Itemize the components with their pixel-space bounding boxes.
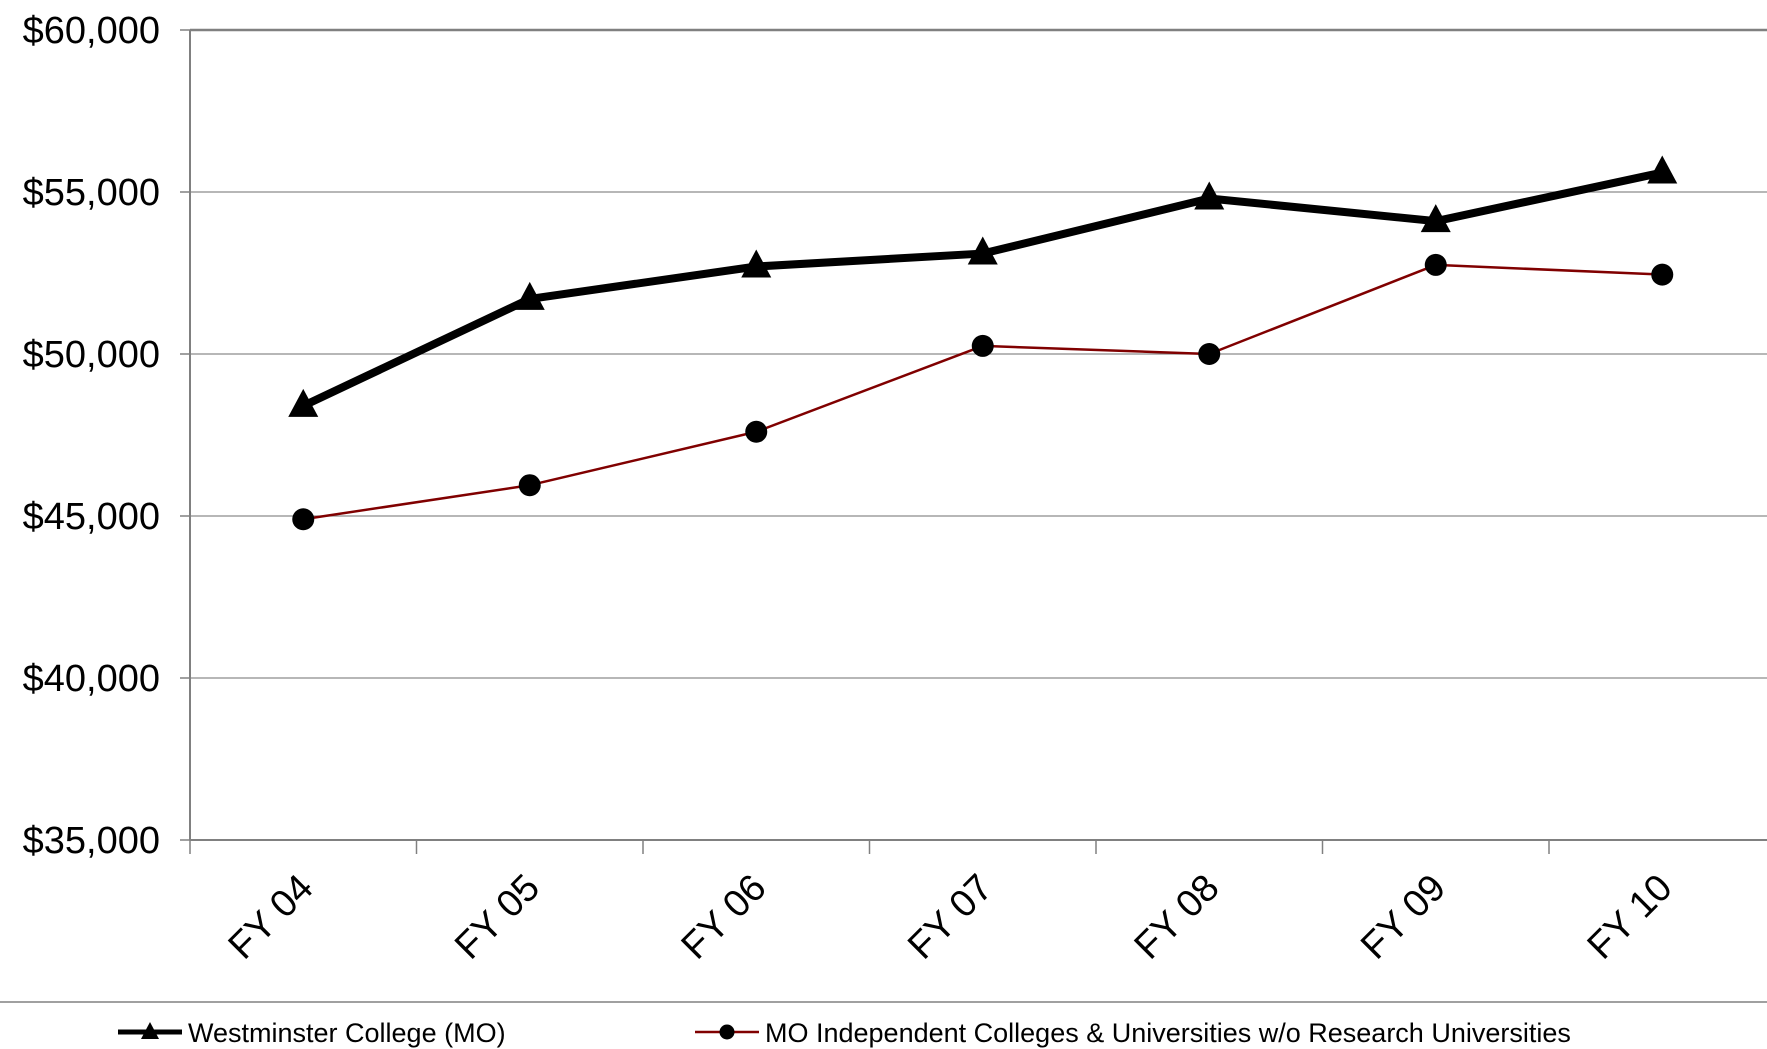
y-tick-label: $55,000 bbox=[23, 172, 160, 214]
legend-marker-circle bbox=[719, 1024, 735, 1040]
x-tick-label: FY 07 bbox=[900, 867, 1001, 968]
data-point-circle bbox=[292, 508, 315, 531]
x-tick-label: FY 10 bbox=[1580, 867, 1681, 968]
data-point-triangle bbox=[1420, 204, 1451, 233]
y-axis-tick-labels: $35,000 $40,000 $45,000 $50,000 $55,000 $60,0… bbox=[23, 10, 160, 862]
data-point-circle bbox=[1424, 253, 1447, 276]
x-tick-label: FY 05 bbox=[447, 867, 548, 968]
data-point-triangle bbox=[741, 249, 772, 278]
legend: Westminster College (MO) MO Independent C… bbox=[118, 1018, 1571, 1048]
data-point-triangle bbox=[1647, 155, 1678, 184]
data-point-circle bbox=[971, 334, 994, 357]
y-tick-label: $60,000 bbox=[23, 10, 160, 52]
x-tick-label: FY 09 bbox=[1353, 867, 1454, 968]
y-tick-label: $40,000 bbox=[23, 658, 160, 700]
data-point-triangle bbox=[288, 388, 319, 417]
series-group bbox=[288, 155, 1678, 531]
data-point-triangle bbox=[514, 281, 545, 310]
data-point-circle bbox=[1198, 343, 1221, 365]
data-point-circle bbox=[518, 474, 541, 497]
x-tick-label: FY 04 bbox=[221, 867, 322, 968]
x-axis-tick-labels: FY 04 FY 05 FY 06 FY 07 FY 08 FY 09 FY 10 bbox=[189, 840, 1681, 968]
gridlines bbox=[180, 28, 1767, 841]
data-point-triangle bbox=[1194, 181, 1225, 210]
y-tick-label: $50,000 bbox=[23, 334, 160, 376]
x-tick-label: FY 08 bbox=[1127, 867, 1228, 968]
legend-label: Westminster College (MO) bbox=[188, 1018, 506, 1048]
legend-marker-triangle bbox=[141, 1022, 159, 1039]
series-line-1 bbox=[301, 168, 1664, 410]
legend-label: MO Independent Colleges & Universities w… bbox=[765, 1018, 1571, 1048]
data-point-circle bbox=[1651, 263, 1674, 286]
y-tick-label: $45,000 bbox=[23, 496, 160, 538]
data-point-triangle bbox=[967, 236, 998, 265]
x-tick-label: FY 06 bbox=[674, 867, 775, 968]
series-line-2 bbox=[303, 263, 1663, 521]
data-point-circle bbox=[745, 420, 768, 443]
axes bbox=[189, 30, 1767, 841]
y-tick-label: $35,000 bbox=[23, 820, 160, 862]
